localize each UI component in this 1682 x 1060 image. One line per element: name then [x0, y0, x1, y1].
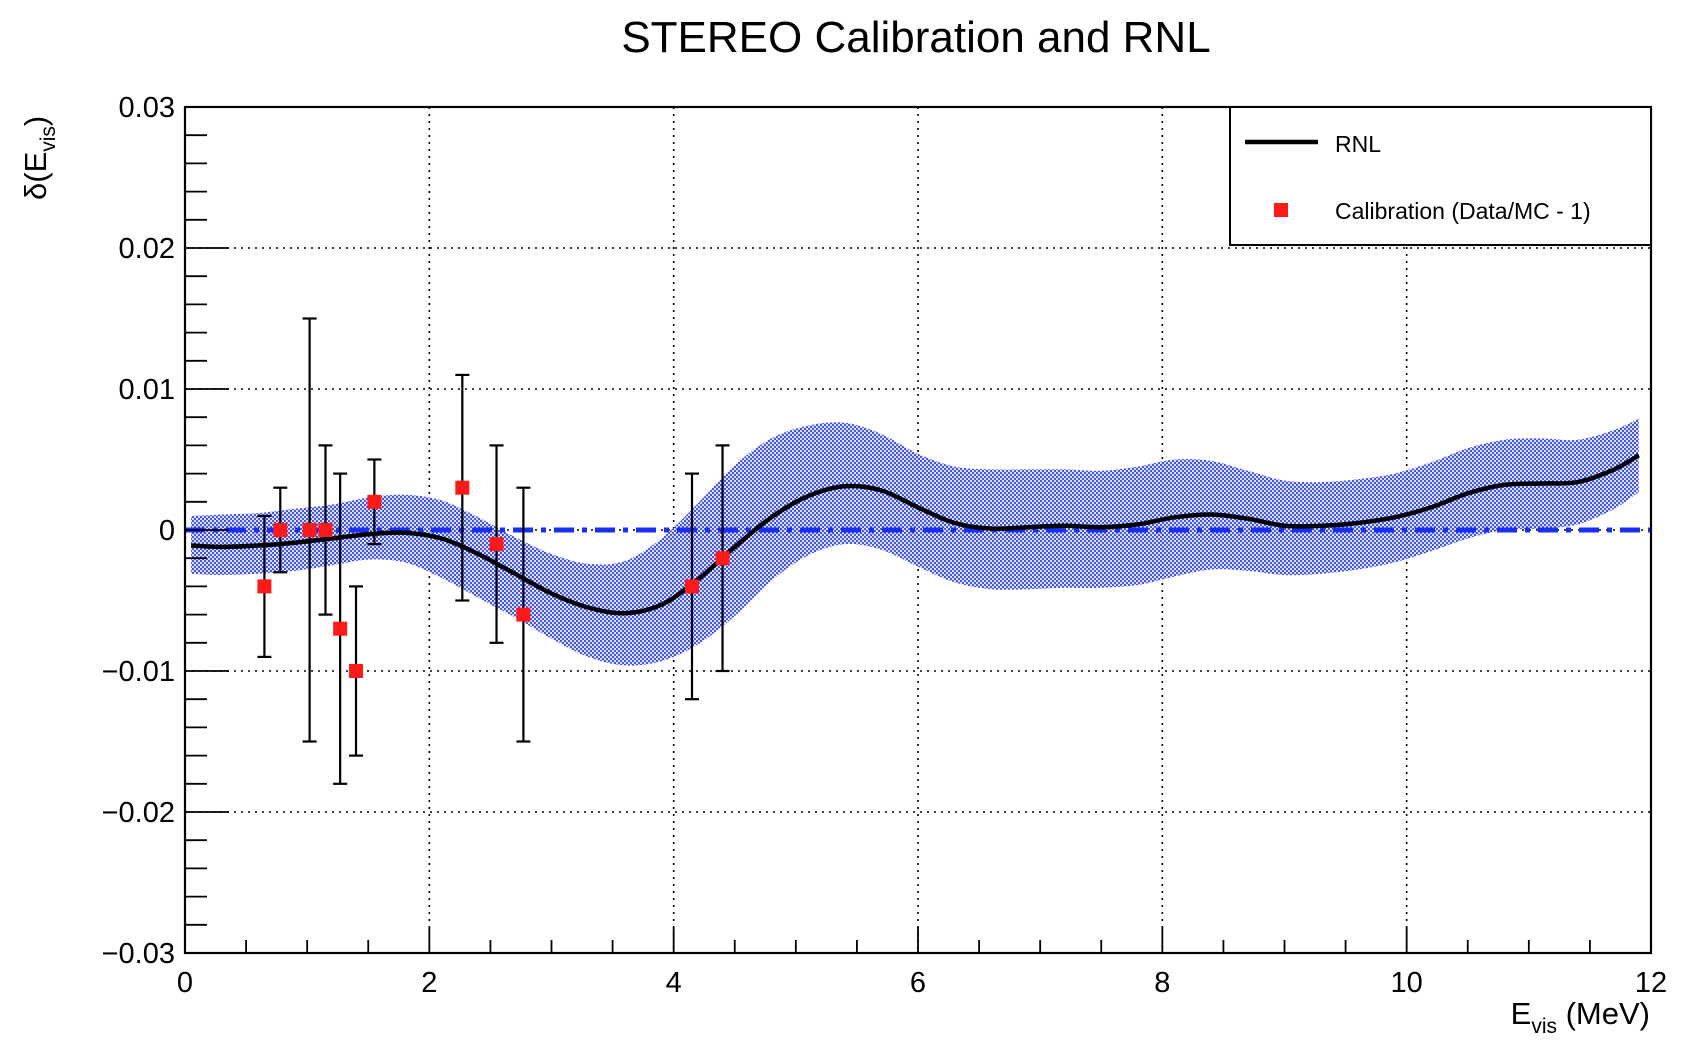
y-tick-label: 0 [159, 515, 175, 547]
y-tick-label: 0.02 [119, 233, 175, 265]
calibration-point-group [516, 486, 531, 743]
legend-calibration-swatch [1274, 203, 1288, 217]
chart-title: STEREO Calibration and RNL [621, 13, 1210, 62]
rnl-uncertainty-band [191, 418, 1639, 666]
legend-box [1229, 106, 1652, 246]
calibration-point [367, 494, 382, 509]
calibration-points-layer [257, 317, 730, 785]
x-tick-label: 6 [910, 967, 926, 999]
calibration-point [684, 579, 699, 594]
calibration-point-group [257, 514, 272, 659]
legend-calibration-label: Calibration (Data/MC - 1) [1335, 198, 1591, 224]
x-axis-label-sub: vis [1531, 1015, 1557, 1038]
legend: RNL Calibration (Data/MC - 1) [1229, 106, 1652, 246]
rnl-line-layer [191, 453, 1640, 616]
calibration-point [257, 579, 272, 594]
calibration-point-group [333, 472, 348, 785]
calibration-point [516, 607, 531, 622]
calibration-point-group [302, 317, 317, 743]
x-axis-label-unit: (MeV) [1557, 996, 1650, 1031]
grid [185, 107, 1651, 953]
axis-ticks [184, 106, 1652, 954]
y-axis-label: δ(Evis) [18, 116, 60, 200]
calibration-point [715, 551, 730, 566]
y-axis-label-prefix: δ(E [18, 152, 53, 200]
x-tick-label: 10 [1391, 967, 1423, 999]
rnl-line [191, 453, 1640, 616]
calibration-point-group [489, 444, 504, 644]
calibration-point [302, 523, 317, 537]
calibration-point [489, 537, 504, 552]
legend-rnl-label: RNL [1335, 131, 1381, 157]
calibration-point-group [715, 444, 730, 673]
x-axis-label: Evis (MeV) [1511, 996, 1650, 1038]
calibration-point-group [273, 486, 288, 574]
calibration-point [318, 523, 333, 537]
y-tick-label: 0.03 [119, 92, 175, 124]
calibration-point-group [367, 458, 382, 546]
calibration-point [333, 621, 348, 636]
y-tick-labels: −0.03 −0.02 −0.01 0 0.01 0.02 0.03 [102, 92, 175, 970]
calibration-point-group [318, 444, 333, 616]
calibration-point [273, 523, 288, 537]
y-tick-label: −0.03 [102, 938, 175, 970]
x-tick-label: 12 [1635, 967, 1667, 999]
calibration-point [349, 664, 364, 678]
x-tick-label: 8 [1154, 967, 1170, 999]
calibration-point [455, 480, 470, 495]
calibration-point-group [455, 373, 470, 602]
x-tick-label: 2 [421, 967, 437, 999]
x-tick-label: 0 [177, 967, 193, 999]
calibration-point-group [684, 472, 699, 701]
error-band-layer [191, 418, 1639, 666]
y-tick-label: −0.01 [102, 656, 175, 688]
x-axis-label-main: E [1511, 996, 1532, 1031]
y-axis-label-sub: vis [37, 126, 60, 152]
y-axis-label-suffix: ) [18, 116, 53, 126]
x-tick-label: 4 [666, 967, 682, 999]
y-tick-label: 0.01 [119, 374, 175, 406]
calibration-point-group [349, 585, 364, 757]
x-tick-labels: 0 2 4 6 8 10 12 [177, 967, 1667, 999]
y-tick-label: −0.02 [102, 797, 175, 829]
